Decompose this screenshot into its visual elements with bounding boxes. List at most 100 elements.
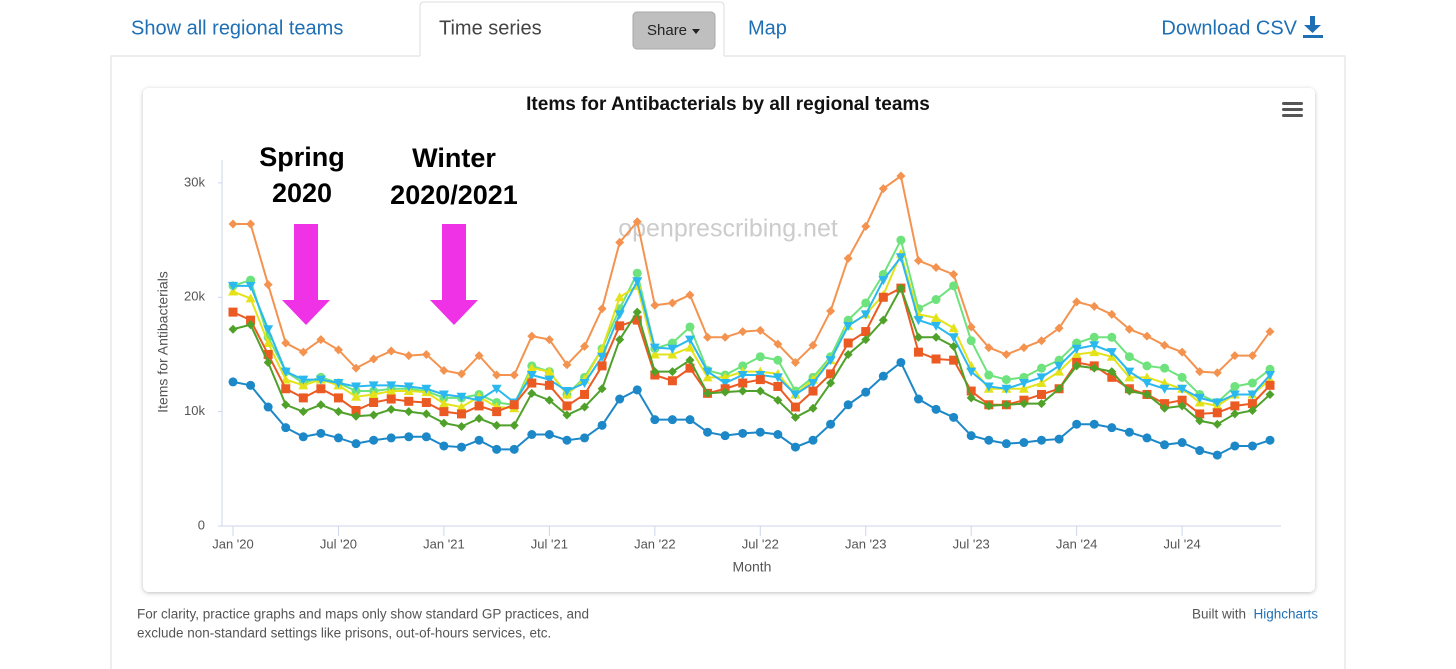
marker	[404, 396, 414, 406]
marker	[1107, 423, 1117, 433]
tab[interactable]: Map	[748, 17, 787, 39]
marker	[773, 381, 783, 391]
marker	[861, 387, 871, 397]
marker	[228, 286, 238, 296]
marker	[614, 310, 625, 320]
x-axis-label: Month	[733, 559, 772, 575]
marker	[351, 411, 361, 421]
tab[interactable]: Show all regional teams	[131, 17, 343, 39]
marker	[1177, 395, 1187, 405]
download-link[interactable]: Download CSV	[1161, 17, 1297, 39]
marker	[949, 412, 959, 422]
x-tick-label: Jul '23	[953, 536, 990, 551]
marker	[544, 335, 554, 345]
marker	[280, 374, 291, 384]
marker	[1037, 435, 1047, 445]
marker	[368, 381, 379, 391]
marker	[245, 281, 256, 291]
marker	[667, 415, 677, 425]
marker	[597, 361, 607, 371]
marker	[1177, 372, 1187, 382]
marker	[492, 420, 502, 430]
marker	[246, 380, 256, 390]
marker	[491, 384, 502, 394]
marker	[1072, 419, 1082, 429]
marker	[1018, 383, 1029, 393]
marker	[439, 441, 449, 451]
marker	[632, 307, 642, 317]
marker	[966, 336, 976, 346]
share-label: Share	[647, 22, 687, 39]
marker	[492, 444, 502, 454]
marker	[1195, 409, 1205, 419]
marker	[245, 293, 256, 303]
marker	[298, 375, 309, 385]
marker	[1036, 373, 1047, 383]
marker	[843, 338, 853, 348]
marker	[1177, 347, 1187, 357]
marker	[966, 386, 976, 396]
marker	[562, 410, 572, 420]
marker	[369, 435, 379, 445]
marker	[685, 355, 695, 365]
marker	[685, 415, 695, 425]
marker	[1265, 371, 1275, 381]
marker	[720, 431, 730, 441]
y-tick-label: 20k	[184, 289, 205, 304]
caret	[692, 29, 700, 34]
marker	[1212, 408, 1222, 418]
marker	[369, 397, 379, 407]
marker	[1177, 384, 1188, 394]
marker	[316, 384, 326, 394]
marker	[737, 371, 748, 381]
marker	[684, 335, 695, 345]
marker	[1089, 419, 1099, 429]
marker	[1247, 399, 1257, 409]
marker	[456, 442, 466, 452]
x-tick-label: Jul '20	[320, 536, 357, 551]
x-tick-label: Jan '20	[212, 536, 254, 551]
marker	[509, 444, 519, 454]
built-with: Built with	[1192, 607, 1246, 622]
marker	[1107, 372, 1117, 382]
chart-title: Items for Antibacterials by all regional…	[526, 94, 930, 115]
marker	[843, 400, 853, 410]
marker	[861, 327, 871, 337]
marker	[790, 412, 800, 422]
marker	[896, 235, 906, 245]
marker	[1124, 324, 1134, 334]
marker	[263, 325, 274, 335]
marker	[421, 432, 431, 442]
marker	[526, 371, 537, 381]
highcharts-link[interactable]: Highcharts	[1253, 607, 1318, 622]
marker	[597, 384, 607, 394]
marker	[896, 357, 906, 367]
marker	[720, 332, 730, 342]
marker	[667, 349, 678, 359]
x-tick-label: Jan '24	[1056, 536, 1098, 551]
marker	[1037, 336, 1047, 346]
marker	[684, 342, 695, 352]
tab[interactable]: Time series	[439, 17, 542, 39]
marker	[1054, 434, 1064, 444]
marker	[895, 253, 906, 263]
marker	[632, 385, 642, 395]
marker	[913, 394, 923, 404]
marker	[948, 323, 959, 333]
marker	[404, 351, 414, 361]
marker	[949, 269, 959, 279]
marker	[281, 423, 291, 433]
annotation: 2020	[272, 178, 332, 208]
marker	[544, 430, 554, 439]
menu-icon[interactable]	[1282, 102, 1303, 117]
marker	[263, 280, 273, 290]
marker	[246, 320, 256, 330]
marker	[386, 404, 396, 414]
share-button[interactable]	[632, 11, 716, 50]
y-tick-label: 0	[198, 517, 205, 532]
marker	[281, 384, 291, 394]
marker	[561, 387, 572, 397]
marker	[404, 432, 414, 442]
marker	[808, 386, 818, 396]
